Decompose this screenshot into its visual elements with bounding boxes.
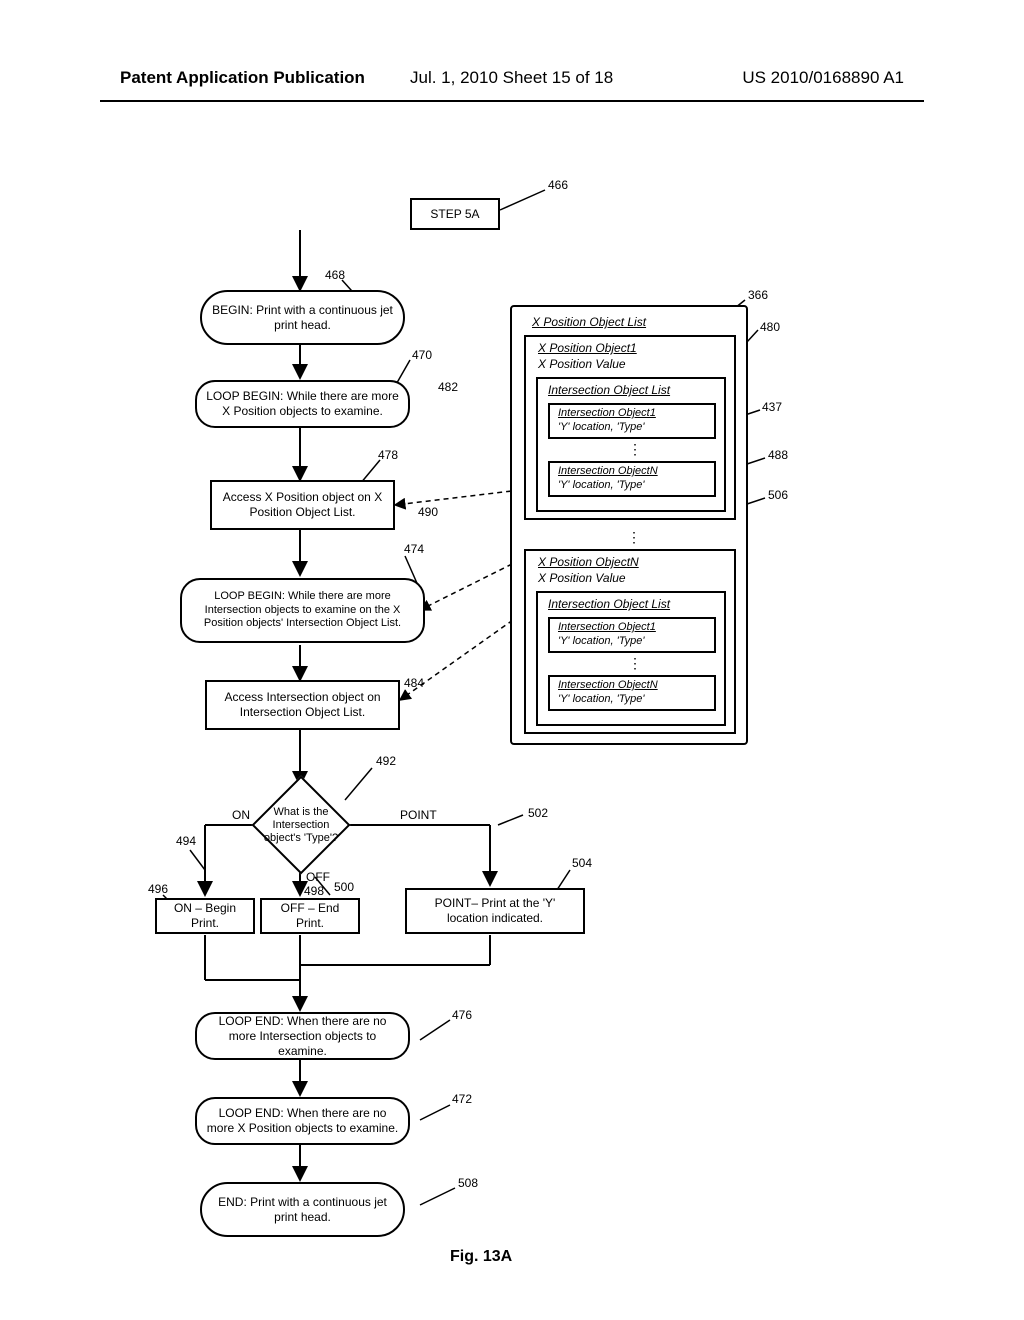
callout-498: 498 [304, 884, 324, 898]
callout-502: 502 [528, 806, 548, 820]
obj1-intN-s: 'Y' location, 'Type' [558, 479, 644, 491]
obj1-intN-t: Intersection ObjectN [558, 465, 658, 477]
loop1-begin: LOOP BEGIN: While there are more X Posit… [195, 380, 410, 428]
vdots-icon-2: ⋮ [627, 529, 641, 546]
off-box: OFF – End Print. [260, 898, 360, 934]
objN-int1-s: 'Y' location, 'Type' [558, 635, 644, 647]
callout-506: 506 [768, 488, 788, 502]
callout-437: 437 [762, 400, 782, 414]
panel-obj1-intlist: Intersection Object List Intersection Ob… [536, 377, 726, 512]
panel-outer: X Position Object List X Position Object… [510, 305, 748, 745]
decision-diamond: What is the Intersection object's 'Type'… [252, 776, 351, 875]
panel-objN-intlist: Intersection Object List Intersection Ob… [536, 591, 726, 726]
callout-482: 482 [438, 380, 458, 394]
callout-492: 492 [376, 754, 396, 768]
obj1-int1-t: Intersection Object1 [558, 407, 656, 419]
loop2-begin-text: LOOP BEGIN: While there are more Interse… [190, 590, 415, 631]
off-text: OFF – End Print. [270, 901, 350, 931]
loop1-end: LOOP END: When there are no more X Posit… [195, 1097, 410, 1145]
callout-488: 488 [768, 448, 788, 462]
callout-466: 466 [548, 178, 568, 192]
end-terminal: END: Print with a continuous jet print h… [200, 1182, 405, 1237]
loop1-end-text: LOOP END: When there are no more X Posit… [205, 1106, 400, 1136]
obj1-title: X Position Object1 [538, 341, 637, 355]
loop2-end: LOOP END: When there are no more Interse… [195, 1012, 410, 1060]
begin-terminal: BEGIN: Print with a continuous jet print… [200, 290, 405, 345]
access-x-text: Access X Position object on X Position O… [220, 490, 385, 520]
obj1-sub: X Position Value [538, 357, 626, 371]
objN-title: X Position ObjectN [538, 555, 639, 569]
callout-470: 470 [412, 348, 432, 362]
objN-int1-t: Intersection Object1 [558, 621, 656, 633]
branch-on-label: ON [232, 808, 250, 822]
access-int-box: Access Intersection object on Intersecti… [205, 680, 400, 730]
panel-obj1: X Position Object1 X Position Value Inte… [524, 335, 736, 520]
callout-474: 474 [404, 542, 424, 556]
callout-500: 500 [334, 880, 354, 894]
branch-off-label: OFF [306, 870, 330, 884]
callout-480: 480 [760, 320, 780, 334]
diagram-canvas: STEP 5A BEGIN: Print with a continuous j… [0, 0, 1024, 1320]
branch-point-label: POINT [400, 808, 437, 822]
point-text: POINT– Print at the 'Y' location indicat… [415, 896, 575, 926]
on-box: ON – Begin Print. [155, 898, 255, 934]
obj1-int1: Intersection Object1 'Y' location, 'Type… [548, 403, 716, 439]
objN-int1: Intersection Object1 'Y' location, 'Type… [548, 617, 716, 653]
vdots-icon: ⋮ [628, 441, 642, 458]
objN-sub: X Position Value [538, 571, 626, 585]
objN-intlist-title: Intersection Object List [548, 597, 670, 611]
step-5a-text: STEP 5A [430, 207, 479, 222]
step-5a-box: STEP 5A [410, 198, 500, 230]
obj1-intlist-title: Intersection Object List [548, 383, 670, 397]
loop1-begin-text: LOOP BEGIN: While there are more X Posit… [205, 389, 400, 419]
callout-472: 472 [452, 1092, 472, 1106]
point-box: POINT– Print at the 'Y' location indicat… [405, 888, 585, 934]
callout-508: 508 [458, 1176, 478, 1190]
access-int-text: Access Intersection object on Intersecti… [215, 690, 390, 720]
access-x-box: Access X Position object on X Position O… [210, 480, 395, 530]
callout-490: 490 [418, 505, 438, 519]
obj1-intN: Intersection ObjectN 'Y' location, 'Type… [548, 461, 716, 497]
callout-478: 478 [378, 448, 398, 462]
figure-caption: Fig. 13A [450, 1248, 512, 1266]
begin-text: BEGIN: Print with a continuous jet print… [210, 303, 395, 333]
panel-objN: X Position ObjectN X Position Value Inte… [524, 549, 736, 734]
objN-intN-t: Intersection ObjectN [558, 679, 658, 691]
callout-504: 504 [572, 856, 592, 870]
obj1-int1-s: 'Y' location, 'Type' [558, 421, 644, 433]
objN-intN: Intersection ObjectN 'Y' location, 'Type… [548, 675, 716, 711]
objN-intN-s: 'Y' location, 'Type' [558, 693, 644, 705]
callout-496: 496 [148, 882, 168, 896]
on-text: ON – Begin Print. [165, 901, 245, 931]
loop2-end-text: LOOP END: When there are no more Interse… [205, 1014, 400, 1059]
loop2-begin: LOOP BEGIN: While there are more Interse… [180, 578, 425, 643]
callout-484: 484 [404, 676, 424, 690]
callout-366: 366 [748, 288, 768, 302]
callout-476: 476 [452, 1008, 472, 1022]
decision-text: What is the Intersection object's 'Type'… [255, 806, 347, 844]
end-text: END: Print with a continuous jet print h… [210, 1195, 395, 1225]
vdots-icon-3: ⋮ [628, 655, 642, 672]
panel-title: X Position Object List [532, 315, 646, 329]
callout-468: 468 [325, 268, 345, 282]
callout-494: 494 [176, 834, 196, 848]
